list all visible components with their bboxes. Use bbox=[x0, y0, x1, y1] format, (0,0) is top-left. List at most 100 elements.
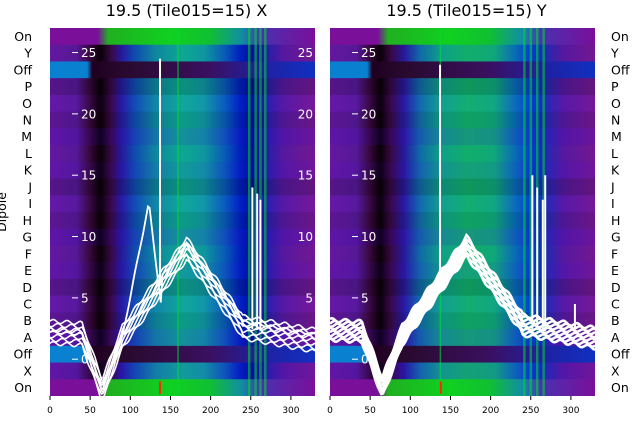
dipole-label: G bbox=[611, 230, 621, 245]
y-axis-label: Dipole bbox=[0, 192, 9, 232]
dipole-label: D bbox=[22, 280, 32, 295]
heatmap-row-on bbox=[330, 379, 595, 396]
dipole-label: D bbox=[611, 280, 621, 295]
dipole-label: K bbox=[611, 163, 620, 178]
heatmap-streak bbox=[264, 28, 267, 396]
heatmap-row bbox=[50, 212, 315, 229]
overlay-tick-label: 5 bbox=[81, 291, 89, 305]
dipole-label: J bbox=[27, 179, 32, 194]
heatmap-row bbox=[330, 145, 595, 162]
heatmap-row bbox=[330, 44, 595, 62]
dipole-label: F bbox=[25, 246, 32, 261]
overlay-tick-label: 0 bbox=[361, 353, 369, 367]
x-tick-label: 250 bbox=[242, 406, 259, 416]
heatmap-streak bbox=[254, 28, 257, 396]
heatmap-row bbox=[330, 295, 595, 313]
overlay-curve-4 bbox=[329, 241, 596, 383]
heatmap-row bbox=[50, 362, 315, 380]
overlay-tick-label: 10 bbox=[81, 230, 96, 244]
x-tick-label: 200 bbox=[202, 406, 219, 416]
overlay-tick-label: 20 bbox=[81, 107, 96, 121]
overlay-curve-5 bbox=[49, 236, 316, 380]
heatmap-streak bbox=[247, 28, 251, 396]
dipole-label: On bbox=[14, 380, 32, 395]
dipole-label: Off bbox=[14, 62, 33, 77]
dipole-label: I bbox=[611, 196, 615, 211]
overlay-curve-7 bbox=[329, 252, 596, 396]
heatmap-row bbox=[330, 128, 595, 146]
overlay-tick-label: 0 bbox=[81, 353, 89, 367]
dipole-label: J bbox=[610, 179, 615, 194]
heatmap-row bbox=[50, 128, 315, 146]
x-tick-label: 150 bbox=[162, 406, 179, 416]
heatmap-row bbox=[50, 262, 315, 279]
overlay-right-tick-label: 20 bbox=[298, 107, 313, 121]
overlay-right-tick-label: 5 bbox=[305, 291, 313, 305]
heatmap-red-marker bbox=[159, 381, 162, 394]
dipole-label: L bbox=[25, 146, 32, 161]
x-tick-label: 300 bbox=[562, 406, 579, 416]
x-tick-label: 150 bbox=[442, 406, 459, 416]
heatmap-streak bbox=[529, 28, 533, 396]
heatmap-streak bbox=[523, 28, 526, 396]
dipole-label: C bbox=[611, 297, 620, 312]
heatmap-row bbox=[50, 78, 315, 95]
x-tick-label: 0 bbox=[327, 406, 333, 416]
dipole-label: Off bbox=[611, 62, 630, 77]
heatmap-row-on bbox=[50, 28, 315, 45]
heatmap-row bbox=[330, 262, 595, 279]
heatmap-row-off bbox=[50, 61, 315, 79]
dipole-label: P bbox=[24, 79, 32, 94]
overlay-tick-label: 15 bbox=[361, 169, 376, 183]
overlay-tick-label: 20 bbox=[361, 107, 376, 121]
x-tick-label: 100 bbox=[122, 406, 139, 416]
dipole-label: B bbox=[611, 313, 620, 328]
x-tick-label: 0 bbox=[47, 406, 53, 416]
dipole-label: C bbox=[23, 297, 32, 312]
overlay-tick-label: 25 bbox=[81, 46, 96, 60]
dipole-label: O bbox=[611, 96, 621, 111]
x-tick-label: 100 bbox=[402, 406, 419, 416]
chart-title: 19.5 (Tile015=15) Y bbox=[386, 1, 547, 20]
heatmap-row bbox=[50, 295, 315, 313]
heatmap-row bbox=[330, 161, 595, 179]
heatmap-row bbox=[330, 78, 595, 95]
overlay-right-tick-label: 25 bbox=[298, 46, 313, 60]
heatmap-row bbox=[330, 178, 595, 196]
dipole-label: P bbox=[611, 79, 619, 94]
x-tick-label: 200 bbox=[482, 406, 499, 416]
dipole-label: X bbox=[23, 363, 32, 378]
dipole-label: N bbox=[611, 113, 620, 128]
overlay-right-tick-label: 10 bbox=[298, 230, 313, 244]
heatmap-row bbox=[330, 94, 595, 112]
dipole-label: On bbox=[611, 380, 629, 395]
heatmap-row bbox=[50, 195, 315, 212]
dipole-label: X bbox=[611, 363, 620, 378]
x-tick-label: 50 bbox=[364, 406, 376, 416]
x-tick-label: 300 bbox=[282, 406, 299, 416]
heatmap-row-on bbox=[50, 379, 315, 396]
dipole-label: F bbox=[611, 246, 618, 261]
dipole-label: L bbox=[611, 146, 618, 161]
heatmap-row bbox=[330, 212, 595, 229]
heatmap-row bbox=[50, 278, 315, 296]
dipole-label: Off bbox=[611, 347, 630, 362]
heatmap-row bbox=[330, 362, 595, 380]
heatmap-row bbox=[330, 195, 595, 212]
dipole-label: O bbox=[22, 96, 32, 111]
dipole-label: A bbox=[611, 330, 620, 345]
overlay-tick-label: 5 bbox=[361, 291, 369, 305]
heatmap-row bbox=[330, 228, 595, 246]
x-tick-label: 50 bbox=[84, 406, 96, 416]
overlay-right-tick-label: 15 bbox=[298, 169, 313, 183]
heatmap-red-marker bbox=[439, 381, 442, 394]
overlay-curve-6 bbox=[49, 258, 316, 402]
dipole-label: H bbox=[611, 213, 620, 228]
dipole-label: On bbox=[14, 29, 32, 44]
dipole-label: M bbox=[21, 129, 32, 144]
dipole-label: M bbox=[611, 129, 622, 144]
overlay-curve-peak bbox=[49, 204, 316, 390]
dipole-label: H bbox=[23, 213, 32, 228]
